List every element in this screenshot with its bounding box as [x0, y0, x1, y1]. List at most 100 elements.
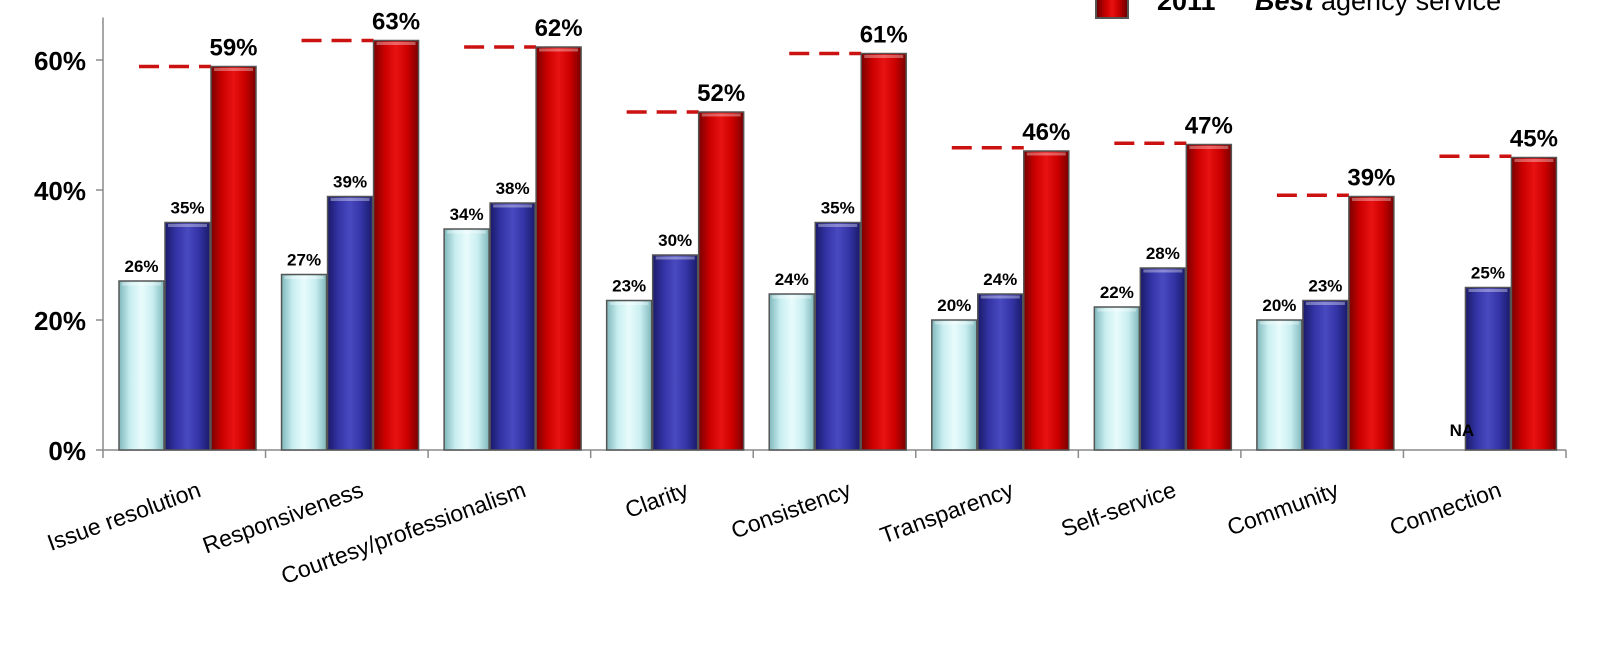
- bar-highlight: [701, 113, 741, 117]
- na-label: NA: [1450, 421, 1475, 440]
- bar: [1139, 267, 1187, 451]
- x-axis: [102, 449, 1567, 458]
- bar: [535, 46, 582, 451]
- bar-highlight: [1097, 308, 1137, 312]
- y-tick-label: 40%: [34, 176, 86, 206]
- bar: [280, 273, 328, 451]
- bar: [1093, 306, 1141, 451]
- category-label-consistency: Consistency: [728, 476, 855, 543]
- bar: [372, 39, 420, 451]
- value-label: 34%: [450, 205, 484, 224]
- category-label-self-service: Self-service: [1058, 476, 1180, 542]
- value-label: 24%: [983, 270, 1017, 289]
- bar: [164, 221, 211, 451]
- value-label: 59%: [209, 35, 257, 62]
- bar-highlight: [168, 224, 207, 227]
- bar-highlight: [934, 321, 974, 325]
- bar: [118, 280, 165, 451]
- category-label-transparency: Transparency: [877, 476, 1018, 548]
- bar: [489, 202, 536, 451]
- value-label: 52%: [697, 80, 745, 107]
- bar: [210, 65, 257, 451]
- value-label: 26%: [124, 257, 158, 276]
- y-tick-label: 20%: [34, 306, 86, 336]
- y-tick-label: 60%: [34, 46, 86, 76]
- bar: [860, 52, 907, 451]
- bar: [1302, 299, 1349, 451]
- value-label: 23%: [1308, 277, 1342, 296]
- value-label: 28%: [1146, 244, 1180, 263]
- bar-highlight: [539, 48, 579, 52]
- bar-highlight: [122, 282, 161, 286]
- value-label: 23%: [612, 277, 646, 296]
- value-label: 63%: [372, 9, 420, 36]
- bar-highlight: [818, 224, 858, 227]
- bar: [1023, 150, 1070, 451]
- bar: [443, 228, 490, 451]
- bar: [1510, 156, 1558, 451]
- value-label: 38%: [496, 179, 530, 198]
- legend-swatch-red: [1095, 0, 1129, 19]
- value-label: 20%: [937, 296, 971, 315]
- value-label: 22%: [1100, 283, 1134, 302]
- value-label: 45%: [1510, 126, 1558, 153]
- value-label: 62%: [535, 15, 583, 42]
- category-label-connection: Connection: [1386, 476, 1504, 540]
- bars: [118, 39, 1558, 451]
- y-tick-label: 0%: [48, 436, 86, 466]
- reference-lines: [139, 38, 1512, 197]
- value-label: 25%: [1471, 264, 1505, 283]
- bar-highlight: [609, 302, 649, 305]
- value-label: 61%: [860, 22, 908, 49]
- value-label: 46%: [1022, 119, 1070, 146]
- value-label: 39%: [1347, 165, 1395, 192]
- value-labels: 26% 35% 59% 27% 39% 63% 34% 38% 62% 23% 30% 52% 24% 3…: [124, 9, 1557, 441]
- bar-highlight: [284, 276, 324, 279]
- value-label: 20%: [1262, 296, 1296, 315]
- category-labels: Issue resolutionResponsivenessCourtesy/p…: [44, 476, 1505, 589]
- bar: [814, 221, 861, 451]
- bar: [697, 111, 745, 451]
- value-label: 39%: [333, 173, 367, 192]
- bar: [1185, 143, 1233, 451]
- value-label: 35%: [170, 199, 204, 218]
- value-label: 24%: [775, 270, 809, 289]
- bar-highlight: [1305, 302, 1345, 305]
- value-label: 27%: [287, 251, 321, 270]
- bar-highlight: [1259, 321, 1299, 325]
- bar-highlight: [493, 204, 533, 208]
- category-label-clarity: Clarity: [622, 476, 693, 523]
- legend-rest: agency service: [1321, 0, 1502, 16]
- bar-highlight: [1468, 289, 1508, 292]
- y-axis: 0% 20% 40% 60%: [34, 17, 104, 466]
- bar-highlight: [655, 256, 695, 260]
- bar: [931, 319, 978, 451]
- bar-highlight: [1143, 269, 1183, 273]
- bar: [326, 195, 374, 451]
- bar: [977, 293, 1024, 451]
- bar-highlight: [772, 295, 812, 299]
- bar: [768, 293, 815, 451]
- bar: [1464, 286, 1512, 451]
- bar: [1256, 319, 1303, 451]
- bar: [1348, 195, 1395, 451]
- category-label-issue-resolution: Issue resolution: [44, 476, 204, 556]
- legend-best: Best: [1255, 0, 1314, 16]
- value-label: 47%: [1185, 113, 1233, 140]
- value-label: 30%: [658, 231, 692, 250]
- category-label-community: Community: [1224, 476, 1343, 540]
- bar-highlight: [330, 198, 370, 201]
- bar-highlight: [1514, 159, 1554, 162]
- bar-highlight: [1026, 152, 1066, 156]
- value-label: 35%: [821, 199, 855, 218]
- bar: [605, 299, 653, 451]
- bar-highlight: [376, 42, 416, 45]
- legend-year: 2011: [1157, 0, 1216, 16]
- bar-highlight: [447, 230, 487, 234]
- bar-highlight: [214, 68, 253, 71]
- bar-highlight: [980, 295, 1020, 299]
- bar-highlight: [864, 55, 904, 58]
- bar-highlight: [1351, 198, 1391, 201]
- bar-highlight: [1189, 146, 1229, 149]
